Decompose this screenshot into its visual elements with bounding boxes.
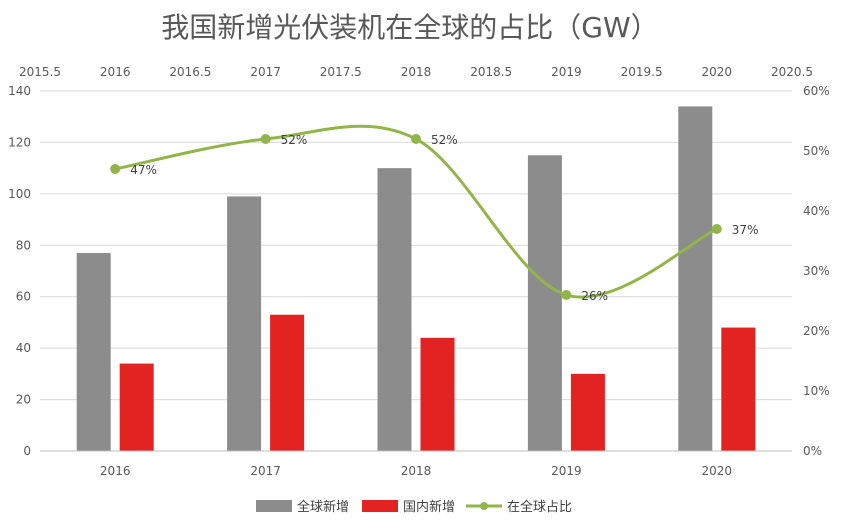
y-tick-label: 20 [16, 393, 31, 407]
legend-swatch-global [256, 500, 292, 512]
x-tick-label: 2020 [702, 464, 733, 478]
y2-tick-label: 20% [803, 324, 830, 338]
x2-tick-label: 2017.5 [320, 65, 362, 79]
x2-tick-label: 2019.5 [621, 65, 663, 79]
y-tick-label: 140 [8, 84, 31, 98]
y-tick-label: 80 [16, 238, 31, 252]
y2-tick-label: 10% [803, 384, 830, 398]
bar-global [377, 168, 412, 451]
y2-tick-label: 60% [803, 84, 830, 98]
bar-domestic [570, 373, 605, 451]
x-tick-label: 2019 [551, 464, 582, 478]
share-data-label: 37% [732, 223, 759, 237]
legend-label-share: 在全球占比 [507, 499, 572, 515]
x2-tick-label: 2016 [100, 65, 131, 79]
share-data-label: 47% [130, 163, 157, 177]
x2-tick-label: 2020 [702, 65, 733, 79]
y-tick-label: 100 [8, 187, 31, 201]
y2-tick-label: 50% [803, 144, 830, 158]
bar-global [227, 196, 262, 451]
legend-label-domestic: 国内新增 [403, 499, 455, 515]
legend-label-global: 全球新增 [297, 499, 349, 515]
chart-title: 我国新增光伏装机在全球的占比（GW） [161, 11, 658, 44]
y2-tick-label: 40% [803, 204, 830, 218]
y-tick-label: 0 [23, 444, 31, 458]
y2-tick-label: 0% [803, 444, 822, 458]
bar-domestic [270, 314, 305, 451]
share-line [114, 124, 718, 299]
bar-global [76, 253, 111, 451]
x-tick-label: 2018 [401, 464, 432, 478]
legend: 全球新增 国内新增 在全球占比 [256, 499, 572, 515]
bar-domestic [119, 363, 154, 451]
x2-tick-label: 2016.5 [169, 65, 211, 79]
share-point [260, 134, 271, 144]
share-point [110, 164, 121, 174]
y-tick-label: 40 [16, 341, 31, 355]
x-tick-label: 2017 [250, 464, 281, 478]
legend-marker-share [480, 502, 488, 510]
y-tick-label: 120 [8, 135, 31, 149]
x2-tick-label: 2020.5 [771, 65, 813, 79]
share-data-label: 52% [281, 133, 308, 147]
bar-domestic [420, 337, 455, 451]
share-point [711, 224, 722, 234]
x-tick-label: 2016 [100, 464, 131, 478]
x2-tick-label: 2019 [551, 65, 582, 79]
share-data-label: 52% [431, 133, 458, 147]
bar-global [527, 155, 562, 452]
bar-domestic [721, 327, 756, 451]
y-tick-label: 60 [16, 290, 31, 304]
share-point [561, 290, 572, 300]
share-point [411, 134, 421, 144]
x2-tick-label: 2015.5 [19, 65, 61, 79]
share-data-label: 26% [581, 289, 608, 303]
bar-global [678, 106, 713, 451]
legend-swatch-domestic [362, 500, 398, 512]
x2-tick-label: 2018 [401, 65, 432, 79]
y2-tick-label: 30% [803, 264, 830, 278]
x2-tick-label: 2018.5 [470, 65, 512, 79]
x2-tick-label: 2017 [250, 65, 281, 79]
